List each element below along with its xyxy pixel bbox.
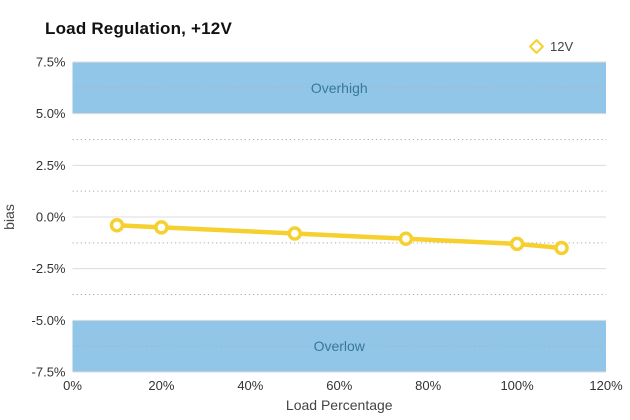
y-tick-label: 5.0% [36, 106, 66, 121]
x-tick-label: 80% [415, 378, 441, 393]
legend-label: 12V [550, 39, 574, 54]
data-point[interactable] [287, 226, 303, 241]
data-point[interactable] [154, 220, 169, 235]
series-line-12v [114, 223, 564, 251]
x-tick-label: 0% [63, 378, 82, 393]
data-point[interactable] [509, 236, 525, 252]
y-tick-label: -2.5% [32, 261, 66, 276]
chart-title: Load Regulation, +12V [45, 19, 232, 38]
x-tick-label: 60% [326, 378, 352, 393]
x-tick-label: 100% [500, 378, 534, 393]
band-label-overhigh: Overhigh [311, 80, 368, 96]
x-tick-label: 120% [589, 378, 623, 393]
x-tick-label: 40% [237, 378, 263, 393]
legend-item-12v[interactable]: 12V [528, 38, 574, 55]
y-tick-label: -7.5% [32, 365, 66, 380]
y-tick-label: 0.0% [36, 210, 66, 225]
y-tick-label: -5.0% [32, 313, 66, 328]
x-tick-label: 20% [148, 378, 174, 393]
y-axis-title: bias [1, 204, 17, 230]
data-point[interactable] [109, 218, 125, 233]
data-point[interactable] [554, 240, 569, 256]
x-axis-title: Load Percentage [286, 397, 393, 413]
y-tick-label: 7.5% [36, 55, 66, 70]
data-point[interactable] [398, 231, 414, 246]
y-tick-label: 2.5% [36, 158, 66, 173]
band-label-overlow: Overlow [314, 338, 366, 354]
